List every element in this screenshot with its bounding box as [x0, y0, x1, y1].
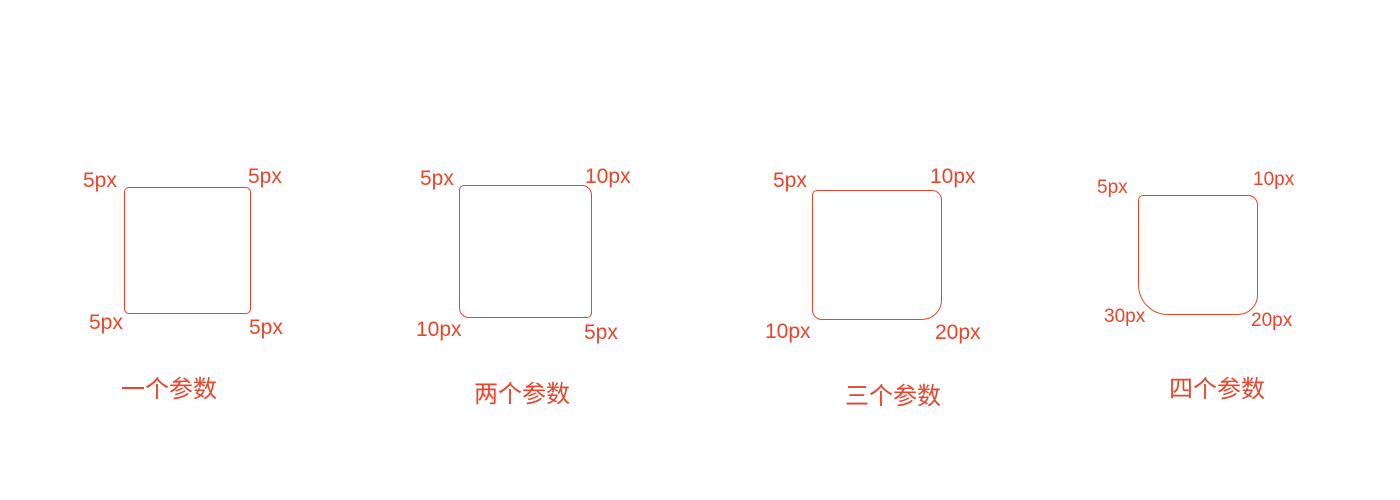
corner-label-bottom-left: 30px [1104, 306, 1146, 327]
corner-label-top-right: 5px [248, 165, 282, 188]
caption-three-params: 三个参数 [845, 382, 941, 410]
corner-label-top-right: 10px [930, 165, 976, 188]
corner-label-top-left: 5px [773, 169, 807, 192]
corner-label-bottom-right: 20px [1251, 310, 1293, 331]
corner-label-bottom-left: 5px [89, 311, 123, 334]
corner-label-bottom-right: 5px [249, 316, 283, 339]
corner-label-top-right: 10px [1253, 169, 1295, 190]
corner-label-bottom-right: 5px [584, 321, 618, 344]
corner-label-bottom-left: 10px [765, 320, 811, 343]
caption-one-param: 一个参数 [121, 375, 217, 403]
caption-two-params: 两个参数 [474, 380, 570, 408]
corner-label-bottom-right: 20px [935, 321, 981, 344]
corner-label-top-right: 10px [585, 165, 631, 188]
corner-label-top-left: 5px [83, 169, 117, 192]
corner-label-top-left: 5px [420, 167, 454, 190]
corner-label-top-left: 5px [1097, 177, 1128, 198]
rounded-box-three-params [812, 190, 942, 320]
caption-four-params: 四个参数 [1169, 375, 1265, 403]
corner-label-bottom-left: 10px [416, 318, 462, 341]
rounded-box-two-params [459, 185, 592, 318]
rounded-box-four-params [1138, 195, 1258, 315]
rounded-box-one-param [124, 187, 251, 314]
